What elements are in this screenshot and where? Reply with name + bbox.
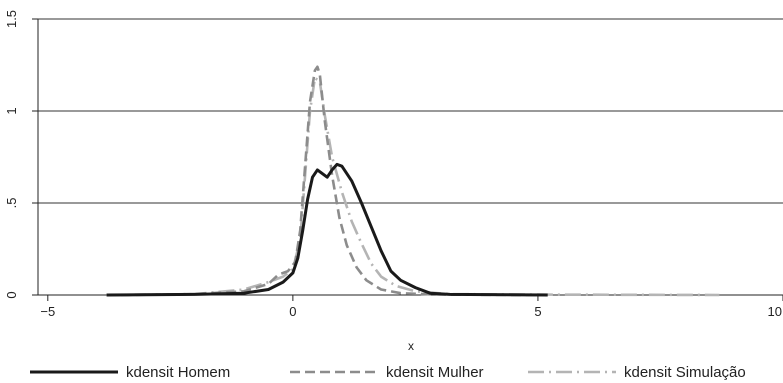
legend-label-3: kdensit Simulação <box>624 364 746 381</box>
series-line-1 <box>106 162 548 297</box>
x-tick-label: 5 <box>534 304 541 319</box>
legend-label-2: kdensit Mulher <box>386 364 484 381</box>
legend: kdensit Homem kdensit Mulher kdensit Simul… <box>30 364 746 381</box>
x-axis-title: x <box>408 339 414 353</box>
series-lines <box>106 65 720 297</box>
y-tick-label: .5 <box>4 198 19 209</box>
y-tick-label: 1.5 <box>4 10 19 28</box>
series-line-3 <box>106 76 720 297</box>
y-tick-label: 0 <box>4 291 19 298</box>
legend-label-1: kdensit Homem <box>126 364 230 381</box>
gridlines <box>38 18 783 204</box>
x-tick-label: 10 <box>768 304 782 319</box>
series-line-2 <box>121 65 538 297</box>
x-tick-label: 0 <box>289 304 296 319</box>
x-tick-label: −5 <box>40 304 55 319</box>
y-tick-label: 1 <box>4 107 19 114</box>
